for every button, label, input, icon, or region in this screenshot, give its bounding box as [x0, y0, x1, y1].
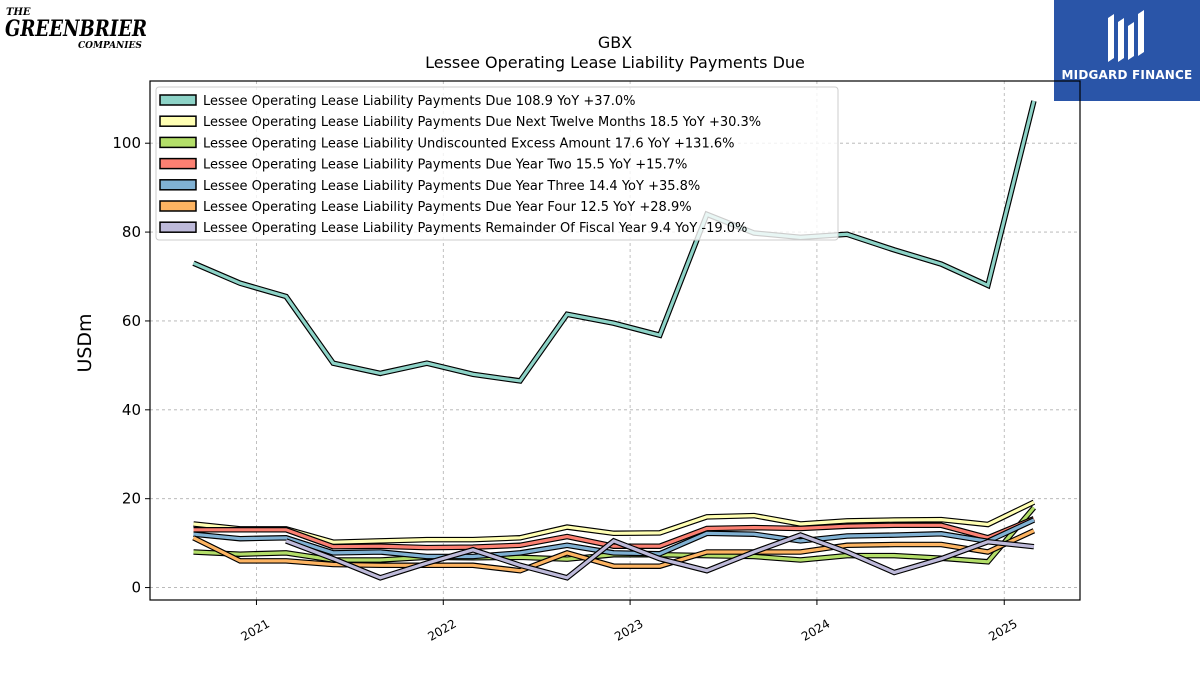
logo-bar-4	[1138, 10, 1144, 56]
y-tick-label: 100	[112, 134, 141, 152]
series-lessee-operating-lease-liability-payments-due-year-four	[192, 528, 1036, 574]
series-line	[193, 518, 1035, 559]
legend-entry: Lessee Operating Lease Liability Payment…	[203, 179, 700, 194]
legend-swatch	[159, 136, 197, 149]
legend-box	[155, 86, 839, 241]
y-axis-label: USDm	[74, 313, 96, 372]
y-tick-label: 60	[122, 312, 141, 330]
series-line	[285, 533, 1035, 580]
series-lessee-operating-lease-liability-payments-due-year-two	[193, 516, 1035, 551]
x-axis-ticks: 2021 2022 2023 2024 2025	[239, 600, 1020, 644]
legend-swatch	[159, 221, 197, 233]
series-line	[193, 517, 1035, 550]
legend-entry: Lessee Operating Lease Liability Payment…	[203, 200, 692, 215]
y-tick-label: 20	[122, 490, 141, 508]
series-line	[192, 100, 1036, 383]
series-line	[192, 529, 1035, 573]
series-lines	[192, 100, 1037, 581]
series-lessee-operating-lease-liability-payments-due-year-three	[193, 517, 1036, 560]
logo-line-companies: COMPANIES	[78, 41, 142, 51]
logo-line-greenbrier: GREENBRIER	[5, 16, 147, 42]
legend-entry: Lessee Operating Lease Liability Payment…	[203, 158, 687, 173]
chart-title: GBX	[597, 33, 633, 52]
series-lessee-operating-lease-liability-payments-remainder-of-fiscal-year	[285, 532, 1035, 581]
plot-frame	[149, 80, 1081, 601]
legend-swatch	[159, 94, 197, 106]
legend-swatch	[159, 179, 197, 191]
logo-line-the: THE	[6, 7, 31, 18]
series-line	[193, 500, 1035, 544]
series-lessee-operating-lease-liability-payments-due	[192, 100, 1037, 384]
logo-bar-3	[1128, 22, 1134, 60]
greenbrier-logo: THE GREENBRIER COMPANIES	[4, 4, 154, 52]
x-tick-label: 2024	[799, 616, 832, 643]
chart-subtitle: Lessee Operating Lease Liability Payment…	[425, 53, 805, 72]
x-tick-label: 2022	[425, 616, 458, 643]
legend: Lessee Operating Lease Liability Payment…	[155, 86, 839, 241]
y-tick-label: 0	[131, 579, 141, 597]
legend-entry: Lessee Operating Lease Liability Payment…	[203, 115, 761, 130]
logo-bar-2	[1118, 18, 1124, 62]
x-tick-label: 2025	[986, 616, 1019, 643]
y-axis-ticks: 0 20 40 60 80 100	[112, 134, 150, 597]
greenbrier-logo-graphic: THE GREENBRIER COMPANIES	[5, 7, 147, 51]
legend-swatch	[159, 200, 197, 212]
legend-entry: Lessee Operating Lease Liability Payment…	[203, 221, 747, 236]
x-tick-label: 2023	[612, 616, 645, 643]
x-tick-label: 2021	[239, 616, 272, 643]
midgard-logo-mark	[1108, 10, 1144, 62]
legend-swatch	[159, 115, 197, 127]
midgard-finance-logo: MIDGARD FINANCE	[1054, 0, 1200, 101]
legend-entry: Lessee Operating Lease Liability Undisco…	[203, 136, 734, 151]
y-tick-label: 40	[122, 401, 141, 419]
series-lessee-operating-lease-liability-payments-due-next-twelve-months	[193, 499, 1036, 545]
legend-entry: Lessee Operating Lease Liability Payment…	[203, 94, 636, 109]
logo-bar-1	[1108, 14, 1114, 62]
midgard-logo-text: MIDGARD FINANCE	[1061, 68, 1193, 82]
y-tick-label: 80	[122, 223, 141, 241]
legend-swatch	[159, 157, 197, 170]
